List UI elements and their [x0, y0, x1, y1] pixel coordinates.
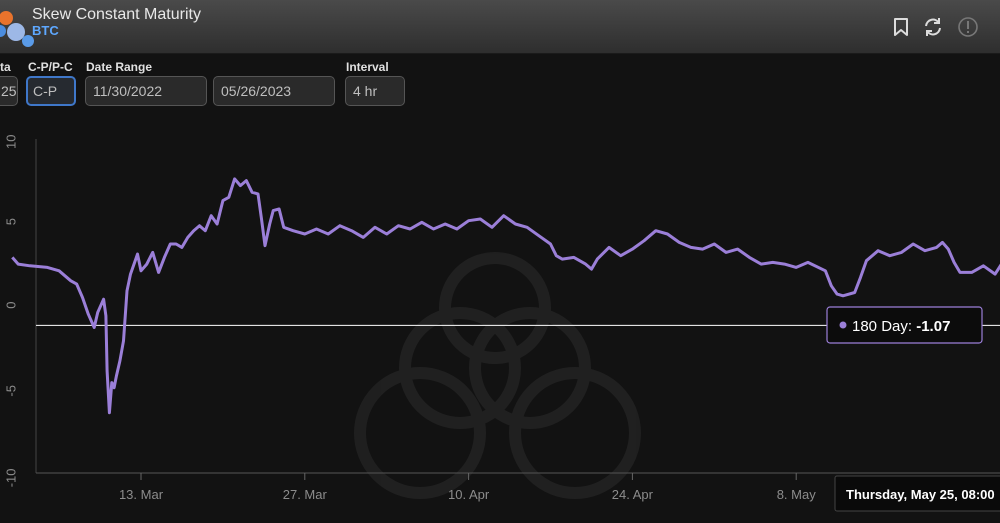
panel-header: Skew Constant Maturity BTC [0, 0, 1000, 54]
panel-title: Skew Constant Maturity [32, 6, 201, 23]
y-tick-label: 5 [3, 218, 18, 225]
date-range-end-input[interactable]: 05/26/2023 [213, 76, 335, 106]
date-range-start-input[interactable]: 11/30/2022 [85, 76, 207, 106]
tooltip-value: -1.07 [916, 318, 950, 335]
controls-bar: ta 25 C-P/P-C C-P Date Range 11/30/2022 … [0, 53, 1000, 123]
cp-label: C-P/P-C [28, 60, 73, 74]
chart-watermark [354, 252, 641, 499]
x-tick-label: 13. Mar [119, 487, 164, 502]
cp-select[interactable]: C-P [26, 76, 76, 106]
y-tick-label: -5 [3, 385, 18, 397]
svg-text:180 Day: -1.07: 180 Day: -1.07 [852, 318, 950, 335]
app-logo-icon [0, 11, 34, 47]
bookmark-icon[interactable] [890, 16, 912, 38]
y-tick-label: -10 [3, 469, 18, 488]
y-tick-label: 10 [3, 135, 18, 149]
delta-select[interactable]: 25 [0, 76, 18, 106]
tooltip-series-label: 180 Day: [852, 318, 916, 335]
delta-label: ta [0, 60, 11, 74]
skew-chart[interactable]: 10 5 0 -5 -10 13. Mar 27. Mar 10. Apr 24. Apr 8.… [0, 123, 1000, 523]
refresh-icon[interactable] [922, 16, 944, 38]
x-tick-label: 24. Apr [612, 487, 654, 502]
tooltip-date: Thursday, May 25, 08:00 [846, 487, 995, 502]
info-icon[interactable] [957, 16, 979, 38]
x-tick-label: 10. Apr [448, 487, 490, 502]
panel-subtitle: BTC [32, 23, 59, 38]
series-line-180-day [11, 177, 1000, 415]
x-tick-label: 8. May [777, 487, 817, 502]
y-tick-label: 0 [3, 302, 18, 309]
date-tooltip: Thursday, May 25, 08:00 [834, 475, 1000, 512]
interval-label: Interval [346, 60, 389, 74]
x-tick-label: 27. Mar [283, 487, 328, 502]
date-range-label: Date Range [86, 60, 153, 74]
interval-select[interactable]: 4 hr [345, 76, 405, 106]
value-tooltip: 180 Day: -1.07 [826, 306, 983, 344]
